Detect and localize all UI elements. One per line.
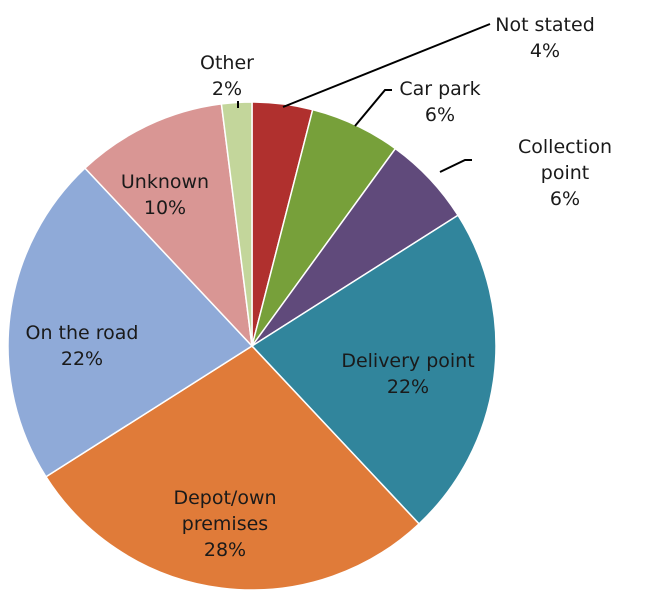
category-label: Not stated bbox=[495, 14, 595, 36]
leader-line bbox=[354, 89, 392, 127]
pie-slice bbox=[83, 103, 254, 349]
slice-label: Depot/own premises 28% bbox=[165, 485, 285, 563]
slice-label: Car park 6% bbox=[399, 76, 480, 128]
pie-slice bbox=[220, 101, 253, 347]
category-label: Depot/own premises bbox=[173, 487, 277, 535]
percent-label: 22% bbox=[386, 376, 430, 398]
category-label: Unknown bbox=[120, 171, 210, 193]
pie-slice bbox=[7, 167, 254, 478]
leader-line bbox=[282, 23, 491, 108]
category-label: Delivery point bbox=[341, 350, 475, 372]
percent-label: 4% bbox=[529, 40, 561, 62]
slice-label: On the road 22% bbox=[26, 320, 139, 372]
category-label: Car park bbox=[399, 78, 481, 100]
category-label: On the road bbox=[25, 322, 139, 344]
slice-label: Not stated 4% bbox=[495, 12, 595, 64]
slice-label: Delivery point 22% bbox=[341, 348, 474, 400]
percent-label: 28% bbox=[203, 539, 247, 561]
slice-label: Unknown 10% bbox=[121, 169, 209, 221]
pie-slice bbox=[44, 345, 421, 591]
percent-label: 6% bbox=[549, 188, 581, 210]
percent-label: 6% bbox=[424, 104, 456, 126]
slice-label: Other 2% bbox=[200, 50, 254, 102]
category-label: Other bbox=[200, 52, 254, 74]
category-label: Collection point bbox=[518, 136, 612, 184]
leader-line bbox=[439, 159, 472, 173]
percent-label: 2% bbox=[211, 78, 243, 100]
slice-label: Collection point 6% bbox=[518, 134, 612, 212]
percent-label: 22% bbox=[60, 348, 104, 370]
pie-slice bbox=[250, 214, 497, 525]
percent-label: 10% bbox=[143, 197, 187, 219]
